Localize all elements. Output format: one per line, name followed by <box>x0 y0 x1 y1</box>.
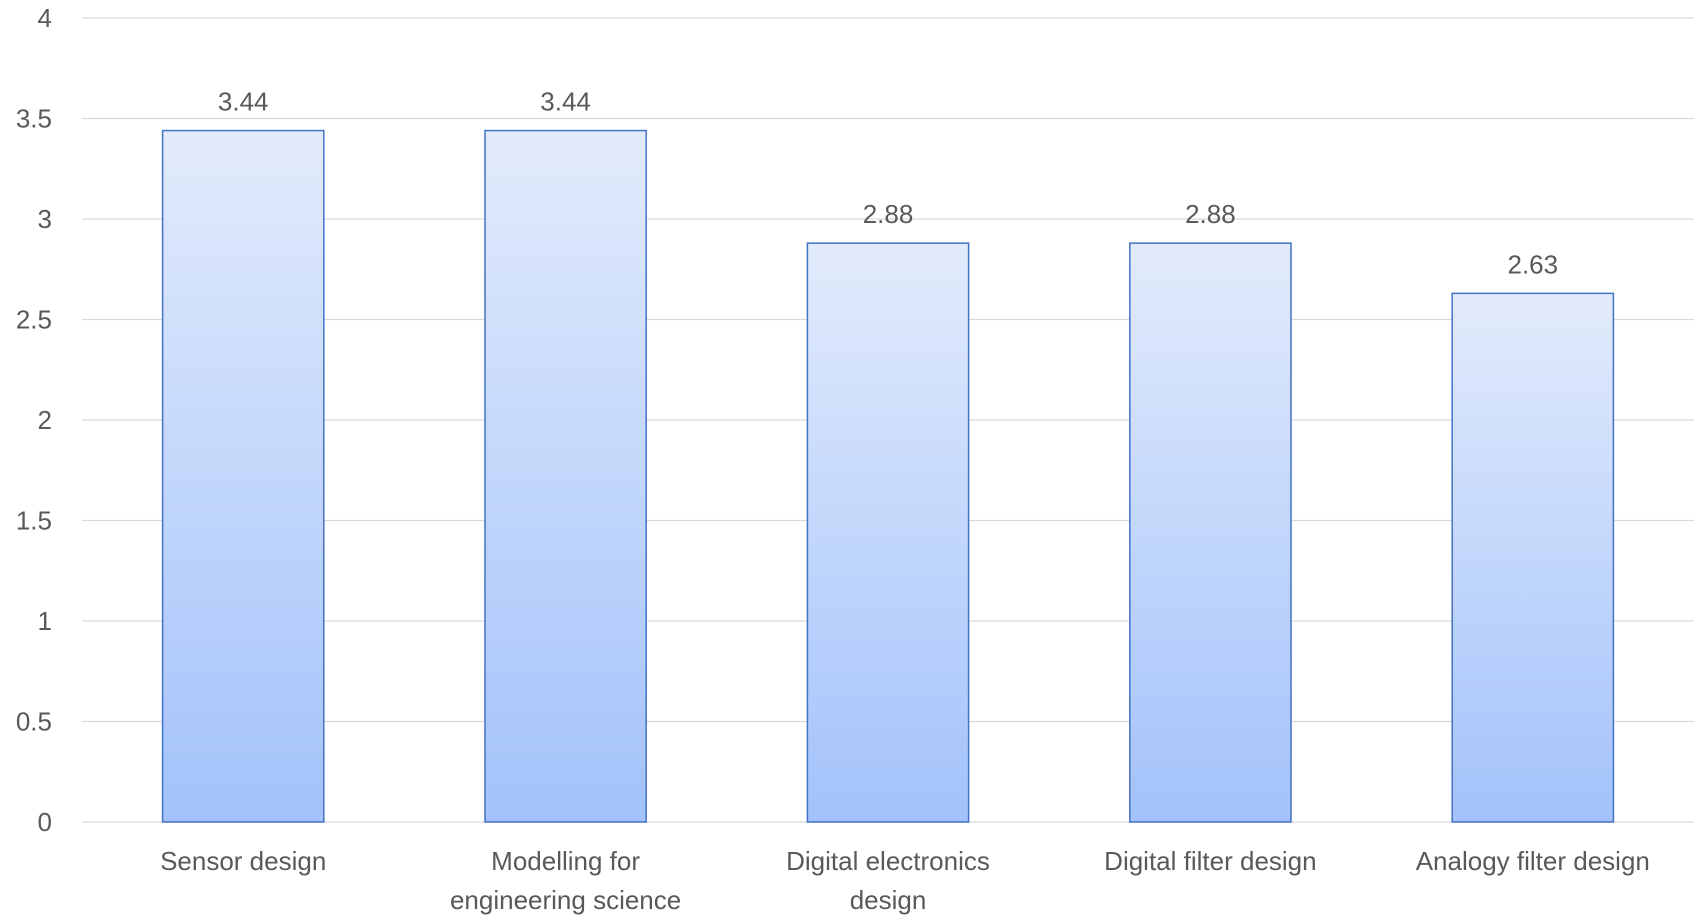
y-tick-label: 3 <box>38 204 52 234</box>
bar <box>1129 242 1292 823</box>
data-label: 3.44 <box>540 87 591 117</box>
bar <box>484 129 647 823</box>
y-tick-label: 3.5 <box>16 104 52 134</box>
data-label: 3.44 <box>218 87 269 117</box>
y-tick-label: 4 <box>38 3 52 33</box>
y-tick-label: 1 <box>38 606 52 636</box>
data-label: 2.88 <box>1185 199 1236 229</box>
x-axis-categories: Sensor design Modelling for engineering sc… <box>160 846 1650 915</box>
bar <box>806 242 970 823</box>
bar <box>1451 292 1615 823</box>
data-label: 2.63 <box>1507 249 1558 279</box>
data-label: 2.88 <box>863 199 914 229</box>
x-category-label: Analogy filter design <box>1416 846 1650 876</box>
bars <box>161 129 1615 823</box>
y-tick-label: 2.5 <box>16 305 52 335</box>
y-tick-label: 2 <box>38 405 52 435</box>
bar <box>161 129 325 823</box>
x-category-label: Modelling for engineering science <box>450 846 681 915</box>
y-tick-label: 0 <box>38 807 52 837</box>
x-category-label: Sensor design <box>160 846 326 876</box>
y-axis-ticks: 0 0.5 1 1.5 2 2.5 3 3.5 4 <box>16 3 52 837</box>
data-labels: 3.44 3.44 2.88 2.88 2.63 <box>218 87 1558 280</box>
x-category-label: Digital filter design <box>1104 846 1316 876</box>
y-tick-label: 0.5 <box>16 707 52 737</box>
y-tick-label: 1.5 <box>16 506 52 536</box>
x-category-label: Digital electronics design <box>786 846 990 915</box>
